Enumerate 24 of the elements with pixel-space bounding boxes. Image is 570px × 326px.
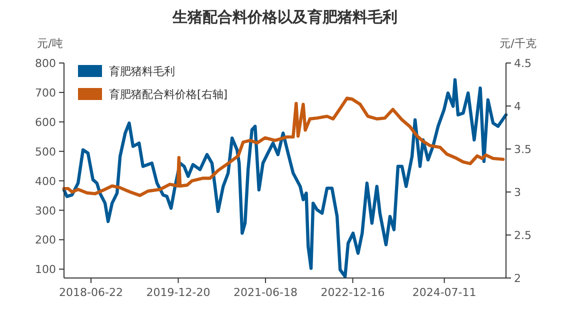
y2-tick-label: 4 [514, 100, 521, 113]
x-tick-label: 2018-06-22 [59, 286, 123, 299]
y2-tick-label: 4.5 [514, 57, 532, 70]
y-tick-label: 700 [35, 86, 56, 100]
y2-tick-label: 2.5 [514, 229, 532, 242]
y-tick-label: 200 [35, 234, 56, 247]
y-tick-label: 100 [35, 263, 56, 276]
y-tick-label: 400 [35, 174, 56, 188]
x-tick-label: 2024-07-11 [412, 286, 476, 299]
x-tick-label: 2021-06-18 [234, 286, 298, 299]
y-tick-label: 300 [35, 204, 56, 218]
x-tick-label: 2022-12-16 [320, 286, 385, 299]
legend-label: 育肥猪料毛利 [109, 65, 175, 78]
y2-tick-label: 2 [514, 272, 521, 285]
legend-label: 育肥猪配合料价格[右轴] [109, 88, 228, 101]
chart-title: 生猪配合料价格以及育肥猪料毛利 [172, 8, 398, 26]
y-axis-title: 元/吨 [37, 37, 63, 50]
y-tick-label: 600 [35, 116, 56, 129]
y2-axis-title: 元/千克 [500, 37, 536, 50]
y2-tick-label: 3 [514, 186, 521, 199]
y-tick-label: 800 [35, 57, 56, 70]
x-tick-label: 2019-12-20 [146, 286, 210, 299]
y2-tick-label: 3.5 [514, 143, 532, 156]
y-tick-label: 500 [35, 145, 56, 158]
